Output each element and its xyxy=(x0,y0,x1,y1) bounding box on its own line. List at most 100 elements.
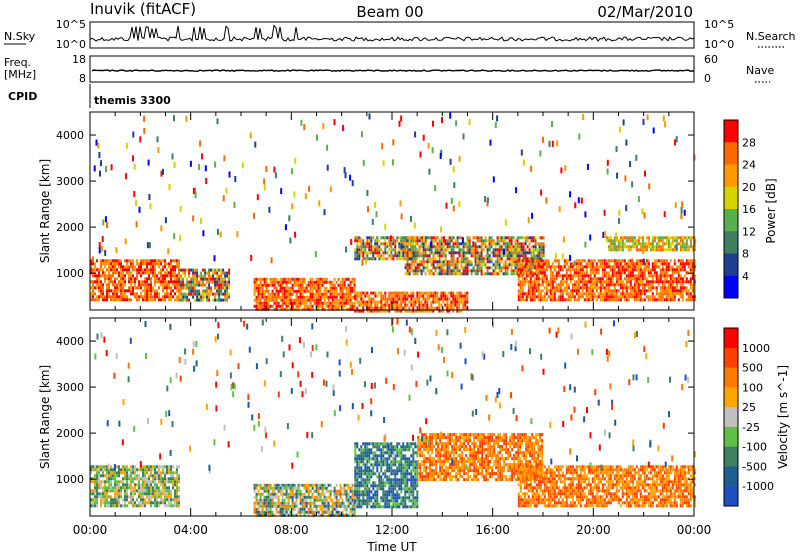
data-cell xyxy=(341,280,344,284)
data-cell xyxy=(317,283,320,287)
data-cell xyxy=(408,306,411,310)
data-cell xyxy=(98,483,100,487)
data-cell xyxy=(691,245,694,249)
data-cell xyxy=(456,306,459,310)
data-cell xyxy=(673,292,676,296)
data-cell xyxy=(534,242,537,246)
data-cell xyxy=(208,283,211,287)
data-cell xyxy=(269,513,272,517)
data-cell xyxy=(591,271,594,275)
data-cell xyxy=(146,280,148,284)
data-cell xyxy=(341,498,344,502)
data-cell xyxy=(259,286,262,290)
data-cell xyxy=(291,292,294,296)
data-cell xyxy=(370,245,373,249)
data-cell xyxy=(557,283,560,287)
data-cell xyxy=(454,242,457,246)
data-cell xyxy=(575,262,578,266)
data-cell xyxy=(335,507,338,511)
data-cell xyxy=(341,289,344,293)
data-cell xyxy=(347,289,350,293)
data-cell xyxy=(677,242,680,246)
data-cell xyxy=(299,483,302,487)
data-cell xyxy=(182,280,185,284)
data-cell xyxy=(200,295,203,299)
data-cell xyxy=(482,257,485,261)
data-cell xyxy=(307,501,310,505)
data-cell xyxy=(683,268,686,272)
data-cell xyxy=(162,289,164,293)
data-cell xyxy=(460,248,463,252)
data-cell xyxy=(132,292,134,296)
data-cell xyxy=(108,262,110,266)
data-cell xyxy=(504,260,507,264)
data-cell xyxy=(539,265,542,269)
data-cell xyxy=(283,280,286,284)
data-cell xyxy=(625,236,628,240)
data-cell xyxy=(114,498,116,502)
data-cell xyxy=(593,283,596,287)
data-cell xyxy=(486,257,489,261)
data-cell xyxy=(358,236,361,240)
data-cell xyxy=(543,271,546,275)
data-cell xyxy=(521,286,524,290)
data-cell xyxy=(693,265,696,269)
data-cell xyxy=(106,486,108,490)
power-background xyxy=(90,112,694,310)
data-cell xyxy=(134,483,136,487)
data-cell xyxy=(327,289,330,293)
data-cell xyxy=(327,504,330,508)
data-cell xyxy=(166,262,168,266)
data-cell xyxy=(168,480,170,484)
data-cell xyxy=(496,239,499,243)
data-cell xyxy=(613,265,616,269)
scatter-cell xyxy=(388,241,391,248)
data-cell xyxy=(311,304,314,308)
data-cell xyxy=(450,306,453,310)
data-cell xyxy=(406,236,409,240)
data-cell xyxy=(641,245,644,249)
data-cell xyxy=(94,489,96,493)
data-cell xyxy=(627,286,630,290)
data-cell xyxy=(380,309,383,313)
data-cell xyxy=(581,271,584,275)
data-cell xyxy=(641,259,644,263)
data-cell xyxy=(351,301,354,305)
data-cell xyxy=(526,236,529,240)
data-cell xyxy=(693,274,696,278)
freq-trace xyxy=(91,69,695,73)
data-cell xyxy=(583,265,586,269)
data-cell xyxy=(543,268,546,272)
data-cell xyxy=(561,277,564,281)
data-cell xyxy=(136,262,138,266)
data-cell xyxy=(104,480,106,484)
data-cell xyxy=(265,298,268,302)
data-cell xyxy=(506,245,509,249)
data-cell xyxy=(311,289,314,293)
data-cell xyxy=(404,266,407,270)
data-cell xyxy=(631,292,634,296)
data-cell xyxy=(476,266,479,270)
data-cell xyxy=(659,277,662,281)
data-cell xyxy=(655,271,658,275)
data-cell xyxy=(498,248,501,252)
data-cell xyxy=(621,280,624,284)
data-cell xyxy=(102,492,104,496)
data-cell xyxy=(160,471,162,475)
data-cell xyxy=(637,298,640,302)
data-cell xyxy=(279,286,282,290)
data-cell xyxy=(140,489,142,493)
data-cell xyxy=(354,257,357,261)
data-cell xyxy=(347,492,350,496)
data-cell xyxy=(659,289,662,293)
scatter-cell xyxy=(675,136,678,143)
data-cell xyxy=(506,269,509,273)
scatter-cell xyxy=(291,203,294,210)
data-cell xyxy=(521,277,524,281)
data-cell xyxy=(120,480,122,484)
data-cell xyxy=(498,239,501,243)
data-cell xyxy=(573,289,576,293)
data-cell xyxy=(400,309,403,313)
data-cell xyxy=(366,291,369,295)
data-cell xyxy=(424,300,427,304)
